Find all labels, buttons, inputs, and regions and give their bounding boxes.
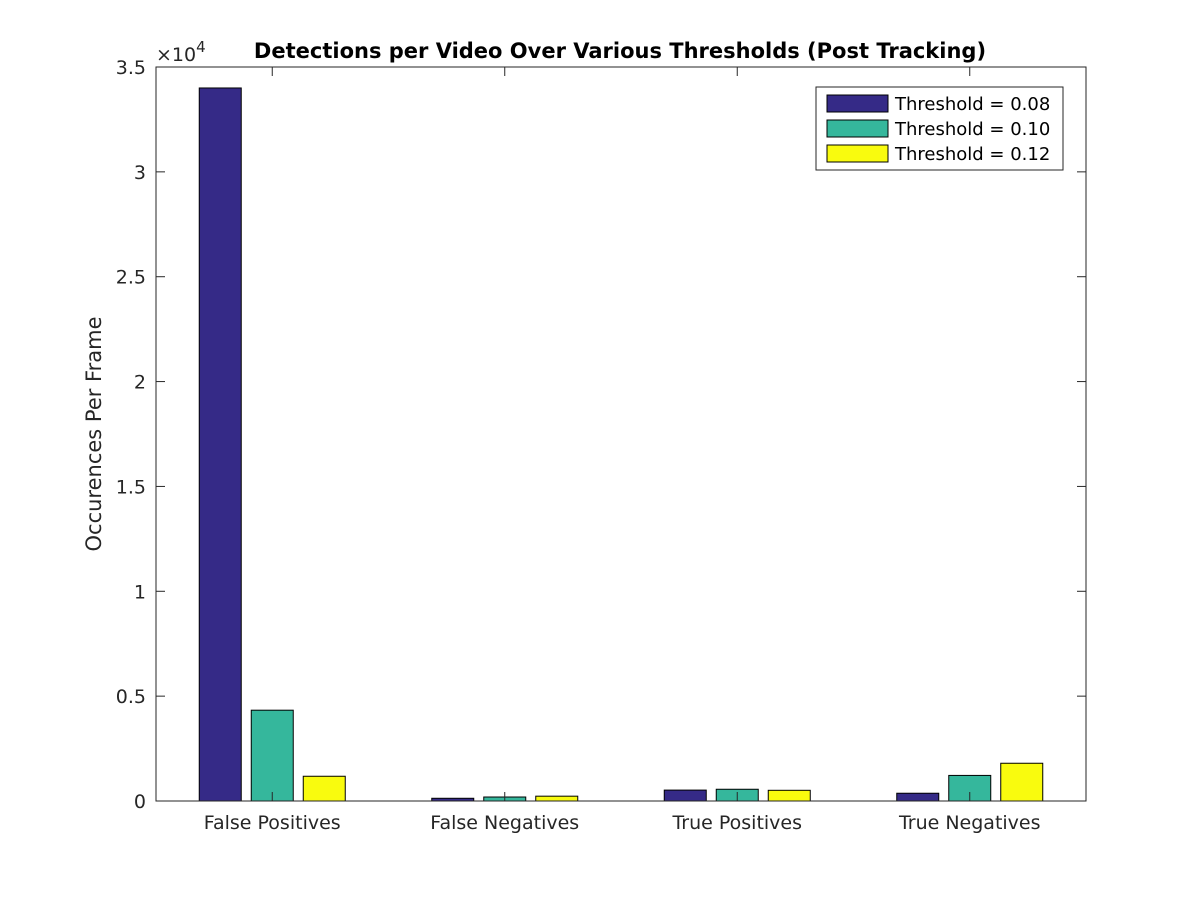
bar — [535, 795, 579, 802]
plot-background — [156, 67, 1086, 801]
legend-swatch — [826, 119, 889, 138]
y-tick-label: 3.5 — [116, 57, 146, 79]
axes-box — [155, 66, 1087, 802]
legend-label: Threshold = 0.08 — [894, 94, 1050, 115]
y-tick-label: 1.5 — [116, 476, 146, 498]
legend: Threshold = 0.08 Threshold = 0.10 Threshol… — [815, 86, 1064, 171]
y-tick-label: 2 — [134, 372, 146, 394]
x-tick-label: False Negatives — [430, 812, 579, 834]
plot-area — [156, 67, 1086, 801]
y-exponent-label: ×104 — [156, 38, 206, 66]
y-exponent-power: 4 — [196, 38, 206, 56]
bar — [250, 709, 294, 802]
y-tick-label: 2.5 — [116, 267, 146, 289]
y-tick-label: 3 — [134, 162, 146, 184]
y-exponent-base: ×10 — [156, 44, 196, 66]
y-axis-title: Occurences Per Frame — [82, 317, 106, 552]
legend-label: Threshold = 0.12 — [894, 144, 1050, 165]
x-tick-label: True Negatives — [898, 812, 1041, 834]
bar — [198, 87, 242, 802]
bar — [767, 789, 811, 802]
x-tick-label: True Positives — [671, 812, 802, 834]
legend-swatch — [826, 144, 889, 163]
bar — [302, 775, 346, 802]
bar — [896, 792, 940, 802]
bar — [1000, 762, 1044, 802]
axes-group: 0 0.5 1 1.5 2 2.5 3 3.5 False Positives False Neg… — [116, 38, 1087, 834]
y-tick-label: 0.5 — [116, 686, 146, 708]
legend-swatch — [826, 94, 889, 113]
legend-label: Threshold = 0.10 — [894, 119, 1050, 140]
x-tick-label: False Positives — [204, 812, 341, 834]
chart-title: Detections per Video Over Various Thresh… — [254, 39, 986, 63]
y-tick-label: 0 — [134, 791, 146, 813]
bar — [663, 789, 707, 802]
y-tick-label: 1 — [134, 581, 146, 603]
